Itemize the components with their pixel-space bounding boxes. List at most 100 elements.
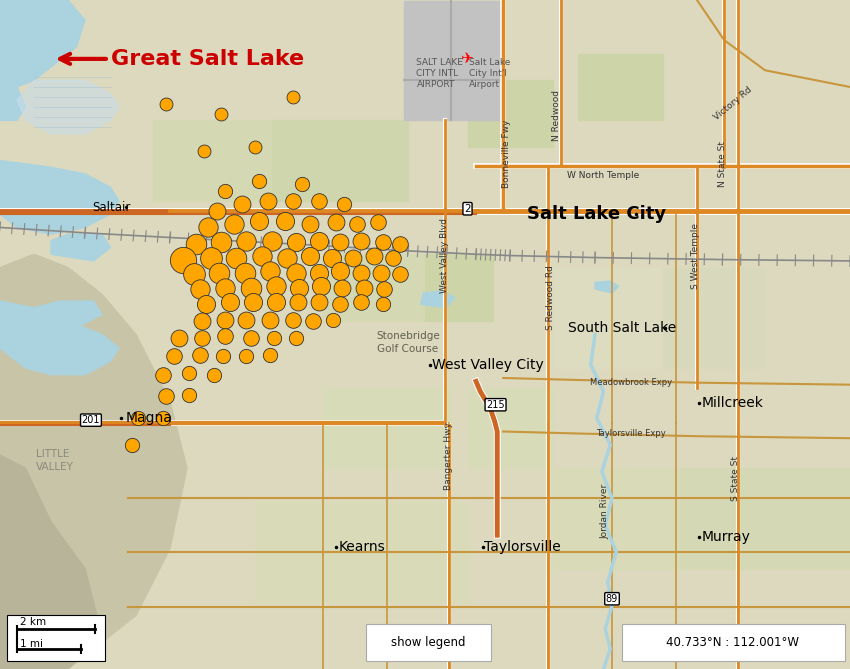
Point bbox=[376, 237, 389, 248]
Point bbox=[393, 269, 406, 280]
Point bbox=[346, 252, 360, 263]
Text: 89: 89 bbox=[606, 594, 618, 603]
Text: Victory Rd: Victory Rd bbox=[712, 85, 753, 122]
Text: 2: 2 bbox=[464, 204, 471, 213]
Point bbox=[201, 222, 215, 233]
Point bbox=[196, 316, 209, 326]
Text: 201: 201 bbox=[82, 415, 100, 425]
Point bbox=[240, 351, 253, 361]
Point bbox=[286, 92, 300, 102]
Point bbox=[218, 185, 232, 196]
Point bbox=[255, 250, 269, 261]
Point bbox=[371, 217, 385, 227]
Polygon shape bbox=[323, 254, 425, 321]
Point bbox=[214, 108, 228, 119]
Point bbox=[303, 219, 317, 229]
Point bbox=[289, 332, 303, 343]
Polygon shape bbox=[468, 80, 552, 147]
Text: Salt Lake City: Salt Lake City bbox=[527, 205, 666, 223]
Point bbox=[244, 282, 258, 293]
Point bbox=[252, 175, 266, 186]
Point bbox=[246, 297, 260, 308]
Point bbox=[238, 268, 252, 278]
Polygon shape bbox=[0, 161, 119, 234]
Text: Meadowbrook Expy: Meadowbrook Expy bbox=[590, 378, 672, 387]
Point bbox=[386, 252, 400, 263]
Point bbox=[204, 252, 218, 263]
Polygon shape bbox=[425, 254, 493, 321]
Polygon shape bbox=[0, 301, 119, 375]
Point bbox=[131, 413, 145, 423]
Text: S State St: S State St bbox=[731, 456, 740, 501]
Point bbox=[159, 98, 173, 109]
Point bbox=[182, 368, 196, 379]
Polygon shape bbox=[421, 291, 455, 308]
Point bbox=[210, 205, 224, 216]
Point bbox=[197, 145, 211, 156]
Point bbox=[312, 235, 326, 246]
Point bbox=[333, 266, 347, 276]
Point bbox=[248, 142, 262, 153]
Point bbox=[230, 252, 243, 263]
Polygon shape bbox=[552, 268, 663, 368]
Text: Magna: Magna bbox=[126, 411, 173, 425]
Point bbox=[393, 239, 406, 250]
Point bbox=[196, 332, 209, 343]
Point bbox=[367, 250, 381, 261]
Point bbox=[354, 297, 368, 308]
Point bbox=[218, 282, 232, 293]
Text: N State St: N State St bbox=[718, 141, 727, 187]
Polygon shape bbox=[680, 468, 850, 569]
Point bbox=[278, 215, 292, 226]
Point bbox=[286, 195, 300, 206]
Point bbox=[261, 195, 275, 206]
Bar bbox=[622, 624, 845, 661]
Point bbox=[189, 239, 202, 250]
Point bbox=[264, 266, 277, 276]
Polygon shape bbox=[552, 468, 680, 569]
Text: Murray: Murray bbox=[701, 530, 750, 543]
Text: Millcreek: Millcreek bbox=[701, 396, 763, 409]
Point bbox=[244, 332, 258, 343]
Point bbox=[306, 316, 320, 326]
Polygon shape bbox=[272, 120, 408, 201]
Point bbox=[269, 281, 283, 292]
Point bbox=[377, 284, 391, 294]
Point bbox=[156, 369, 170, 380]
Bar bbox=[7, 615, 105, 661]
Text: Jordan River: Jordan River bbox=[601, 484, 609, 539]
Point bbox=[292, 282, 306, 293]
Polygon shape bbox=[0, 0, 85, 87]
Point bbox=[265, 235, 279, 246]
Text: Stonebridge
Golf Course: Stonebridge Golf Course bbox=[376, 331, 440, 354]
Point bbox=[167, 351, 181, 361]
Point bbox=[291, 297, 304, 308]
Point bbox=[235, 199, 249, 209]
Point bbox=[333, 237, 347, 248]
Polygon shape bbox=[578, 54, 663, 120]
Point bbox=[329, 217, 343, 227]
Point bbox=[289, 268, 303, 278]
Point bbox=[159, 391, 173, 401]
Point bbox=[335, 282, 348, 293]
Point bbox=[286, 314, 300, 325]
Text: show legend: show legend bbox=[391, 636, 466, 649]
Point bbox=[267, 332, 280, 343]
Point bbox=[264, 314, 277, 325]
Point bbox=[176, 254, 190, 265]
Text: West Valley City: West Valley City bbox=[432, 358, 543, 371]
Text: W North Temple: W North Temple bbox=[568, 171, 639, 180]
Point bbox=[357, 282, 371, 293]
Polygon shape bbox=[51, 234, 110, 261]
Polygon shape bbox=[468, 388, 552, 468]
Point bbox=[125, 440, 139, 450]
Point bbox=[295, 179, 309, 189]
Point bbox=[326, 314, 340, 325]
Point bbox=[193, 284, 207, 294]
Point bbox=[156, 413, 170, 423]
Point bbox=[240, 235, 253, 246]
Text: 215: 215 bbox=[486, 400, 505, 409]
Polygon shape bbox=[17, 80, 119, 134]
Point bbox=[227, 219, 241, 229]
Text: Saltair: Saltair bbox=[92, 201, 130, 214]
